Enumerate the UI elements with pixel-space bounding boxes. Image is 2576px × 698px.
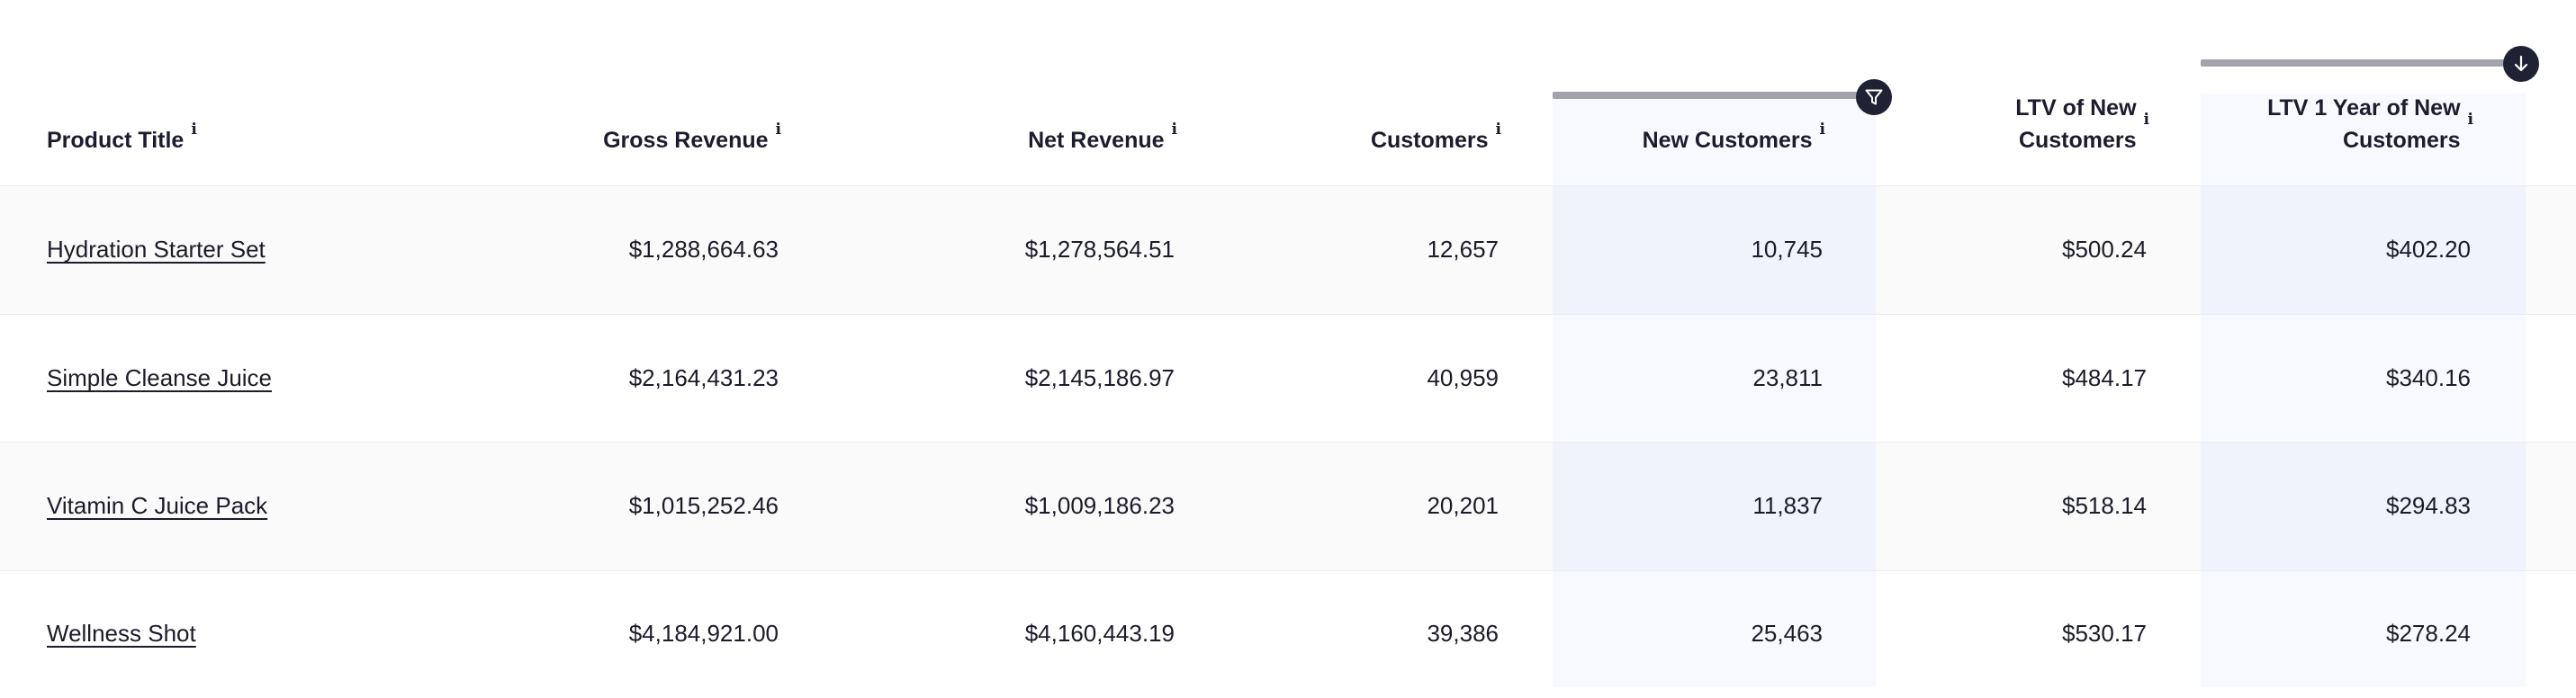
net-revenue-cell: $1,009,186.23 <box>1024 492 1175 519</box>
column-header-label: Product Title <box>47 128 185 153</box>
product-link[interactable]: Vitamin C Juice Pack <box>47 492 268 519</box>
ltv1-cell: $278.24 <box>2386 620 2471 647</box>
gross-revenue-cell: $2,164,431.23 <box>628 364 779 391</box>
column-header-label: LTV of New Customers <box>2015 92 2136 157</box>
ltv-new-customers-cell: $530.17 <box>2062 620 2147 647</box>
new-customers-cell: 25,463 <box>1751 620 1823 647</box>
info-icon[interactable]: i <box>191 121 197 139</box>
new-customers-cell: 11,837 <box>1752 492 1823 519</box>
new-customers-cell: 23,811 <box>1752 364 1823 391</box>
info-icon[interactable]: i <box>1495 121 1501 139</box>
column-header-label-line2: Customers <box>2018 128 2137 153</box>
net-revenue-cell: $2,145,186.97 <box>1024 364 1175 391</box>
customers-cell: 12,657 <box>1427 236 1499 263</box>
gross-revenue-cell: $4,184,921.00 <box>628 620 779 647</box>
column-header-label: Customers <box>1370 128 1489 153</box>
new-customers-cell-highlight <box>1553 186 1876 314</box>
filter-indicator-bar <box>1553 92 1868 99</box>
column-header-label: New Customers <box>1642 128 1813 153</box>
info-icon[interactable]: i <box>2143 110 2149 129</box>
info-icon[interactable]: i <box>1171 121 1177 139</box>
column-header-label: Gross Revenue <box>603 128 769 153</box>
customers-cell: 20,201 <box>1427 492 1499 519</box>
info-icon[interactable]: i <box>775 121 781 139</box>
table-header: Product Title i Gross Revenue i Net Reve… <box>0 0 2576 185</box>
column-header-customers[interactable]: Customers i <box>1170 121 1501 157</box>
ltv-new-customers-cell: $518.14 <box>2062 492 2147 519</box>
new-customers-cell: 10,745 <box>1751 236 1823 263</box>
table-row[interactable]: Wellness Shot $4,184,921.00 $4,160,443.1… <box>0 570 2576 698</box>
product-link[interactable]: Hydration Starter Set <box>47 236 266 263</box>
column-header-label-line1: LTV 1 Year of New <box>2267 95 2461 121</box>
column-header-label-line1: LTV of New <box>2015 95 2137 121</box>
gross-revenue-cell: $1,288,664.63 <box>628 236 779 263</box>
product-link[interactable]: Wellness Shot <box>47 620 196 647</box>
customers-cell: 40,959 <box>1427 364 1499 391</box>
column-header-label: LTV 1 Year of New Customers <box>2267 92 2460 157</box>
column-header-ltv-new-customers[interactable]: LTV of New Customers i <box>1800 92 2149 157</box>
column-header-gross-revenue[interactable]: Gross Revenue i <box>450 121 781 157</box>
product-link[interactable]: Simple Cleanse Juice <box>47 364 273 391</box>
info-icon[interactable]: i <box>1819 121 1825 139</box>
ltv1-cell: $402.20 <box>2386 236 2471 263</box>
column-header-label-line2: Customers <box>2342 128 2461 153</box>
column-header-product-title[interactable]: Product Title i <box>47 121 407 157</box>
info-icon[interactable]: i <box>2467 110 2473 129</box>
filter-icon[interactable] <box>1856 79 1892 115</box>
new-customers-cell-highlight <box>1553 443 1876 570</box>
net-revenue-cell: $4,160,443.19 <box>1024 620 1175 647</box>
sort-indicator-bar <box>2201 59 2516 67</box>
customers-cell: 39,386 <box>1427 620 1499 647</box>
sort-descending-icon[interactable] <box>2503 46 2539 82</box>
ltv-new-customers-cell: $484.17 <box>2062 364 2147 391</box>
ltv1-cell-highlight <box>2201 443 2526 570</box>
column-header-ltv-1-year[interactable]: LTV 1 Year of New Customers i <box>2088 92 2473 157</box>
table-row[interactable]: Simple Cleanse Juice $2,164,431.23 $2,14… <box>0 314 2576 442</box>
ltv1-cell-highlight <box>2201 186 2526 314</box>
table-row[interactable]: Vitamin C Juice Pack $1,015,252.46 $1,00… <box>0 442 2576 571</box>
ltv1-cell: $340.16 <box>2386 364 2471 391</box>
table-row[interactable]: Hydration Starter Set $1,288,664.63 $1,2… <box>0 185 2576 315</box>
ltv1-cell: $294.83 <box>2386 492 2471 519</box>
net-revenue-cell: $1,278,564.51 <box>1024 236 1175 263</box>
ltv-new-customers-cell: $500.24 <box>2062 236 2147 263</box>
gross-revenue-cell: $1,015,252.46 <box>628 492 779 519</box>
column-header-net-revenue[interactable]: Net Revenue i <box>846 121 1177 157</box>
column-header-new-customers[interactable]: New Customers i <box>1494 121 1825 157</box>
column-header-label: Net Revenue <box>1028 128 1165 153</box>
